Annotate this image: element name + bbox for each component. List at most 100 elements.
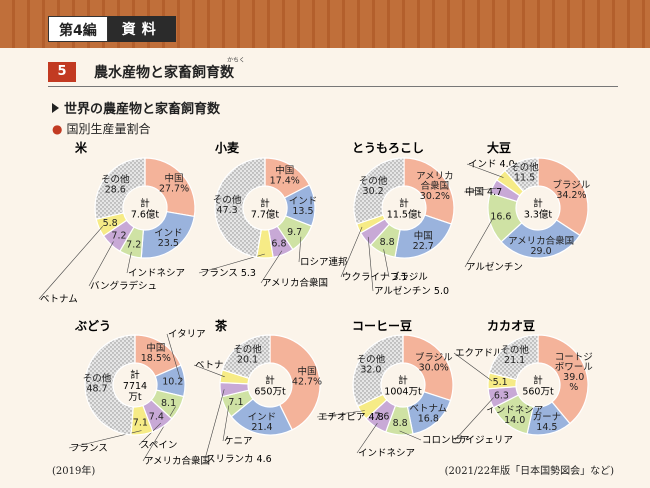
chart-title: 小麦	[215, 140, 240, 155]
slice-label: 18.5%	[141, 353, 171, 364]
slice-label: ガーナ	[533, 412, 562, 423]
slice-label: 中国	[275, 165, 294, 177]
pie-slice	[221, 334, 271, 380]
subsubtitle-text: 国別生産量割合	[66, 122, 151, 136]
slice-label: 5.8	[103, 218, 118, 229]
slice-label: 16.6	[490, 211, 511, 222]
slice-label: インドネシア	[486, 405, 543, 416]
volume-label: 第4編	[48, 16, 108, 42]
chart-total: 計	[140, 198, 150, 210]
slice-label: インド	[248, 412, 277, 423]
callout-label: ナイジェリア	[456, 435, 513, 446]
slice-label: ボワール	[555, 362, 594, 373]
callout-label: インド 4.0	[468, 159, 515, 170]
callout-line	[204, 389, 225, 460]
callout-line	[463, 187, 497, 193]
slice-label: ベトナム	[409, 403, 447, 414]
slice-label: 7.2	[111, 231, 126, 242]
slice-label: 14.5	[536, 422, 557, 433]
callout-line	[454, 397, 494, 441]
footnote-year: (2019年)	[52, 466, 96, 477]
slice-label: ブラジル	[415, 352, 453, 364]
chart-title: コーヒー豆	[352, 319, 412, 333]
slice-label: 中国	[414, 230, 433, 242]
callout-label: エチオピア 4.8	[318, 412, 384, 423]
slice-label: その他	[510, 161, 539, 173]
callout-line	[193, 364, 225, 378]
slice-label: 6.8	[271, 238, 286, 249]
slice-label: 30.2%	[420, 191, 450, 202]
chart-total: 計	[260, 198, 270, 210]
slice-label: 10.2	[162, 377, 183, 388]
chart-total: 計	[533, 375, 543, 387]
section-label: 資料	[107, 16, 176, 42]
section-number: 5	[48, 62, 76, 82]
slice-label: 5.1	[493, 377, 508, 388]
callout-line	[466, 163, 504, 178]
slice-label: 48.7	[86, 383, 107, 394]
slice-label: その他	[359, 175, 388, 187]
callout-label: フランス	[70, 443, 108, 454]
callout-line	[142, 406, 176, 462]
slice-label: 7.1	[228, 397, 243, 408]
slice-label: 7.6	[374, 412, 389, 423]
pie-slice	[504, 157, 539, 193]
chart-total: 計	[399, 198, 409, 210]
callout-label: ベトナム 4.1	[195, 360, 251, 371]
pie-slice	[214, 157, 266, 258]
chart-title: 大豆	[487, 140, 511, 155]
chart-total: 7.6億t	[131, 209, 160, 221]
callout-line	[316, 410, 365, 418]
callout-line	[126, 251, 132, 274]
chart-total: 計	[265, 375, 275, 387]
callout-label: バングラデシュ	[90, 280, 157, 292]
callout-label: アメリカ合衆国	[144, 455, 210, 467]
pie-slice	[269, 334, 321, 431]
callout-line	[356, 423, 378, 454]
chart-total: 1004万t	[384, 387, 422, 398]
chart-total: 7714	[123, 381, 147, 392]
slice-label: 32.0	[360, 365, 381, 376]
callout-label: イタリア	[168, 329, 206, 340]
slice-label: 7.4	[149, 411, 164, 422]
slice-label: 29.0	[531, 246, 552, 257]
pie-slice	[500, 219, 581, 259]
chart-title: カカオ豆	[487, 319, 535, 333]
callout-label: ウクライナ 3.1	[342, 272, 407, 283]
slice-label: その他	[500, 344, 529, 356]
chart-total: 3.3億t	[524, 209, 553, 221]
pie-slice	[537, 334, 589, 425]
slice-label: インド	[154, 228, 183, 239]
callout-label: アメリカ合衆国	[262, 277, 328, 289]
callout-label: エクアドル	[455, 348, 503, 359]
circle-bullet-icon: ●	[52, 122, 63, 136]
slice-label: 6.3	[494, 390, 509, 401]
slice-label: 中国	[146, 342, 165, 354]
slice-label: アメリカ合衆国	[508, 235, 574, 247]
callout-line	[222, 405, 230, 442]
callout-label: フランス 5.3	[200, 268, 256, 279]
chart-total: 7.7億t	[251, 209, 280, 221]
slice-label: その他	[83, 372, 112, 384]
slice-label: 34.2%	[556, 190, 586, 201]
slice-label: インド	[289, 196, 318, 207]
callout-line	[453, 352, 493, 382]
slice-label: 39.0	[563, 372, 584, 383]
slice-label: 22.7	[413, 241, 434, 252]
slice-label: 13.5	[292, 206, 313, 217]
subtitle: 世界の農産物と家畜飼育数	[52, 98, 220, 117]
chart-title: 米	[75, 140, 88, 155]
slice-label: その他	[357, 354, 386, 366]
callout-line	[399, 430, 422, 441]
slice-label: その他	[101, 173, 130, 185]
slice-label: 8.8	[393, 418, 408, 429]
callout-line	[138, 422, 162, 446]
slice-label: アメリカ	[416, 171, 454, 182]
slice-label: 中国	[165, 173, 184, 185]
